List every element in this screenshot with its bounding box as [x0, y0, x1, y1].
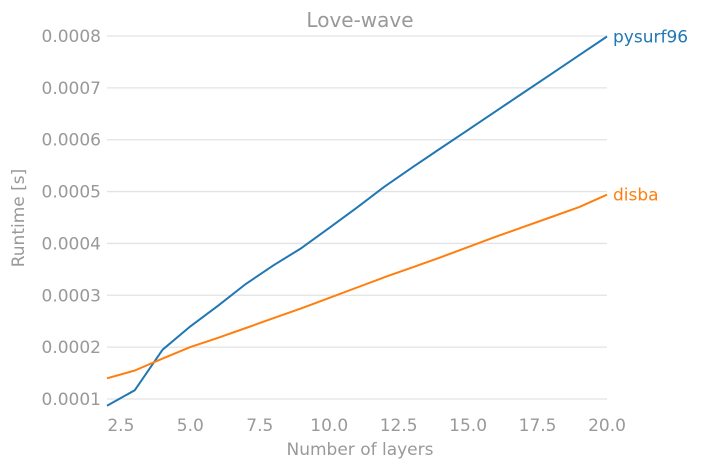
y-tick-labels: 0.0001 0.0002 0.0003 0.0004 0.0005 0.0006 0.00…: [42, 27, 101, 410]
x-axis-label: Number of layers: [287, 440, 434, 460]
series-lines: [106, 35, 608, 407]
x-tick-label: 7.5: [246, 416, 273, 436]
x-tick-label: 5.0: [177, 416, 204, 436]
gridlines: [107, 35, 607, 400]
x-tick-label: 15.0: [449, 416, 487, 436]
chart-title: Love-wave: [306, 8, 413, 32]
y-axis-label: Runtime [s]: [9, 169, 29, 268]
series-labels: pysurf96 disba: [613, 28, 688, 206]
series-label-pysurf96: pysurf96: [613, 28, 688, 48]
x-tick-label: 20.0: [588, 416, 626, 436]
x-tick-label: 12.5: [380, 416, 418, 436]
y-tick-label: 0.0002: [42, 338, 101, 358]
y-tick-label: 0.0008: [42, 27, 101, 47]
y-tick-label: 0.0001: [42, 390, 101, 410]
x-tick-labels: 2.5 5.0 7.5 10.0 12.5 15.0 17.5 20.0: [107, 416, 626, 436]
x-tick-label: 10.0: [310, 416, 348, 436]
series-label-disba: disba: [613, 186, 659, 206]
x-tick-label: 2.5: [107, 416, 134, 436]
x-tick-label: 17.5: [519, 416, 557, 436]
y-tick-label: 0.0006: [42, 131, 101, 151]
series-line-pysurf96: [106, 35, 608, 407]
y-tick-label: 0.0007: [42, 79, 101, 99]
y-tick-label: 0.0004: [42, 234, 101, 254]
series-line-disba: [106, 193, 608, 380]
y-tick-label: 0.0005: [42, 183, 101, 203]
y-tick-label: 0.0003: [42, 286, 101, 306]
